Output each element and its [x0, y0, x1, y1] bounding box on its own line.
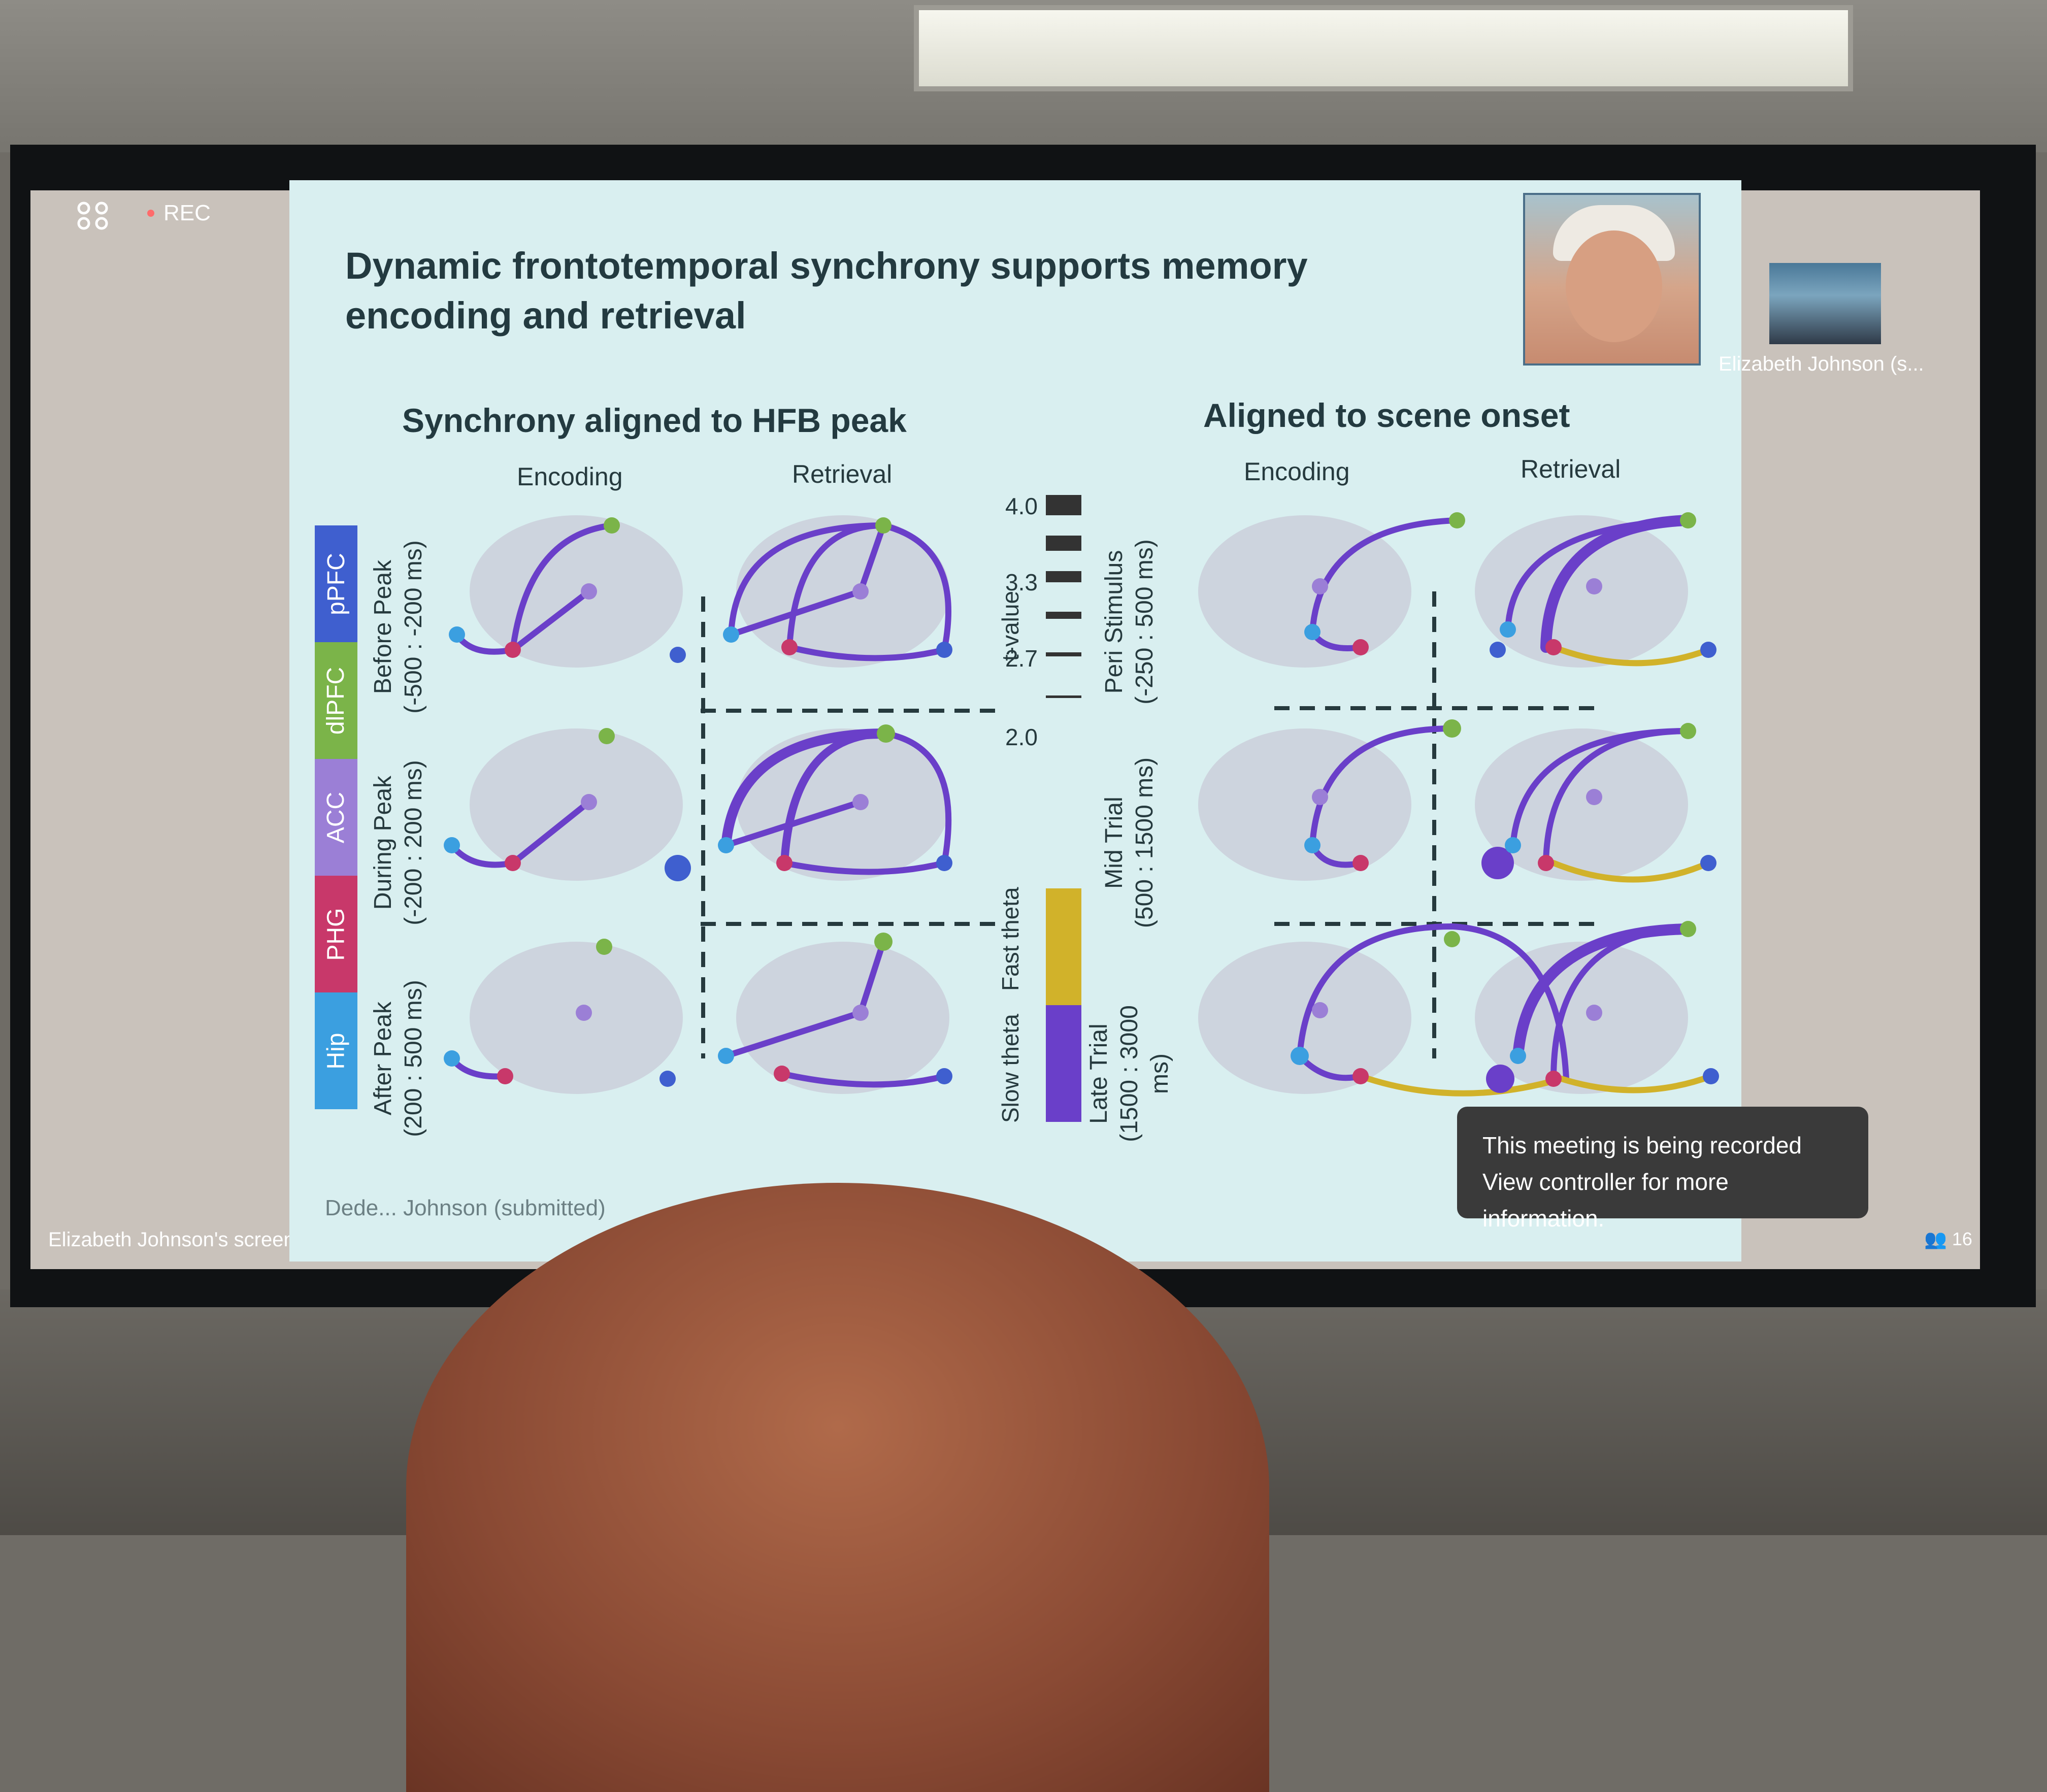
participant-video-tile[interactable]: [1769, 263, 1881, 344]
slow-theta-swatch: [1046, 1005, 1081, 1122]
tick-2-7: 2.7: [1005, 645, 1038, 672]
tvalue-scale-bars: [1046, 495, 1081, 698]
speaker-video-tile[interactable]: [1523, 193, 1701, 366]
connectivity-diagrams: [444, 495, 1719, 1122]
participant-name: Elizabeth Johnson (s...: [1719, 353, 1924, 375]
left-encoding-label: Encoding: [517, 462, 623, 491]
right-retrieval-label: Retrieval: [1521, 455, 1621, 483]
recording-indicator: REC: [147, 201, 211, 226]
left-retrieval-label: Retrieval: [792, 460, 893, 488]
region-phg: PHG: [315, 876, 357, 992]
slide-title-line2: encoding and retrieval: [345, 294, 746, 337]
left-section-title: Synchrony aligned to HFB peak: [402, 402, 907, 439]
ceiling-light: [914, 5, 1853, 91]
tick-3-3: 3.3: [1005, 569, 1038, 595]
audience-head: [406, 1183, 1269, 1792]
region-ppfc: pPFC: [315, 525, 357, 642]
toast-line1: This meeting is being recorded: [1482, 1132, 1802, 1158]
fast-theta-label: Fast theta: [997, 887, 1024, 991]
region-acc: ACC: [315, 759, 357, 876]
fast-theta-swatch: [1046, 888, 1081, 1005]
participants-count[interactable]: 👥 16: [1924, 1229, 1972, 1249]
recording-notice-toast[interactable]: This meeting is being recorded View cont…: [1457, 1107, 1868, 1232]
tick-4-0: 4.0: [1005, 493, 1038, 519]
rec-label: REC: [163, 201, 211, 225]
grid-apps-icon[interactable]: [76, 201, 112, 231]
slide-title-line1: Dynamic frontotemporal synchrony support…: [345, 245, 1308, 287]
shared-slide: Dynamic frontotemporal synchrony support…: [289, 180, 1741, 1262]
right-section-title: Aligned to scene onset: [1203, 396, 1570, 434]
slide-footer: Dede... Johnson (submitted): [325, 1196, 606, 1220]
region-dlpfc: dlPFC: [315, 642, 357, 759]
toast-line2: View controller for more information.: [1482, 1169, 1729, 1232]
tvalue-label: t-value: [997, 590, 1024, 661]
right-encoding-label: Encoding: [1244, 457, 1350, 486]
screen-share-label: Elizabeth Johnson's screen: [48, 1229, 295, 1251]
slide-title: Dynamic frontotemporal synchrony support…: [345, 241, 1462, 341]
node-markers: [444, 512, 1719, 1093]
participants-icon: 👥: [1924, 1229, 1947, 1249]
region-hip: Hip: [315, 992, 357, 1109]
tick-2-0: 2.0: [1005, 724, 1038, 750]
slow-theta-label: Slow theta: [997, 1014, 1024, 1123]
record-dot-icon: [147, 210, 154, 217]
